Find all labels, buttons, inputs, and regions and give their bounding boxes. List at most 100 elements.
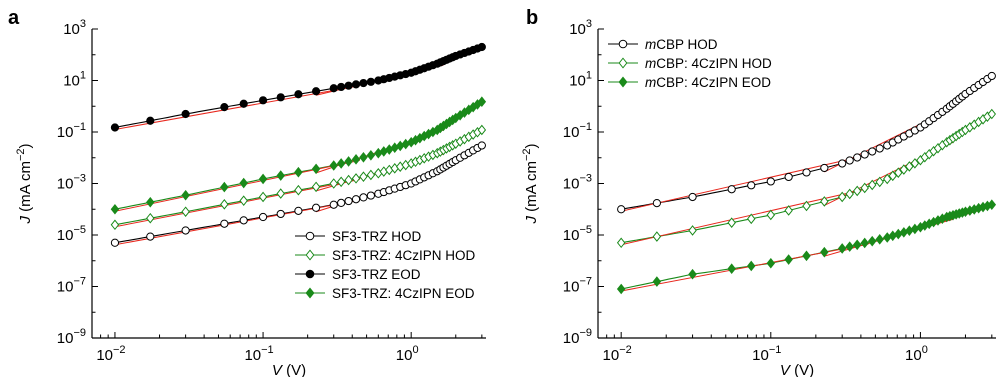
data-point bbox=[239, 99, 248, 108]
data-point bbox=[802, 250, 811, 262]
legend-label: mCBP HOD bbox=[645, 37, 718, 52]
x-axis-title: V (V) bbox=[272, 362, 306, 377]
data-point bbox=[181, 189, 190, 201]
legend-label: mCBP: 4CzIPN EOD bbox=[645, 75, 771, 90]
data-point bbox=[366, 191, 375, 200]
x-tick-base: 10 bbox=[603, 347, 620, 364]
x-tick-label: 10−1 bbox=[244, 344, 273, 364]
series-0 bbox=[617, 71, 996, 214]
legend-label-rest: CBP: 4CzIPN EOD bbox=[656, 75, 771, 90]
y-tick-exp: 3 bbox=[80, 18, 86, 30]
data-point bbox=[329, 160, 338, 171]
data-point bbox=[359, 193, 368, 202]
data-point bbox=[860, 237, 869, 249]
data-point bbox=[882, 173, 892, 185]
x-tick-exp: 0 bbox=[412, 344, 418, 356]
y-tick-label: 10−9 bbox=[57, 327, 86, 347]
data-point bbox=[146, 196, 155, 208]
y-tick-label: 10−7 bbox=[563, 276, 592, 296]
x-tick-base: 10 bbox=[752, 347, 769, 364]
data-point bbox=[987, 108, 996, 120]
data-point bbox=[868, 147, 877, 156]
y-tick-base: 10 bbox=[57, 176, 74, 193]
data-point bbox=[860, 182, 869, 194]
data-point bbox=[366, 77, 375, 86]
data-point bbox=[766, 257, 776, 269]
legend-item: SF3-TRZ: 4CzIPN EOD bbox=[295, 286, 475, 301]
data-point bbox=[239, 177, 248, 189]
legend-marker bbox=[305, 269, 315, 279]
series-3 bbox=[110, 96, 487, 215]
y-tick-label: 103 bbox=[63, 18, 86, 38]
data-point bbox=[311, 181, 321, 193]
data-point bbox=[276, 170, 285, 181]
data-point bbox=[477, 96, 487, 108]
data-point bbox=[311, 87, 321, 96]
data-point bbox=[351, 154, 361, 165]
x-tick-exp: −2 bbox=[619, 344, 632, 356]
legend-item: mCBP HOD bbox=[608, 37, 718, 52]
legend-marker bbox=[618, 39, 628, 49]
data-point bbox=[784, 205, 793, 216]
data-point bbox=[875, 176, 884, 188]
data-point bbox=[910, 158, 920, 169]
data-point bbox=[344, 196, 353, 206]
data-point bbox=[688, 192, 697, 202]
data-point bbox=[294, 166, 303, 178]
y-tick-base: 10 bbox=[563, 279, 580, 296]
data-point bbox=[688, 225, 697, 236]
y-tick-base: 10 bbox=[563, 330, 580, 347]
data-point bbox=[867, 235, 877, 247]
y-axis-unit: (mA cm bbox=[17, 161, 34, 216]
y-tick-label: 10−3 bbox=[563, 173, 592, 193]
x-tick-exp: −2 bbox=[113, 344, 126, 356]
data-point bbox=[766, 209, 776, 221]
y-tick-base: 10 bbox=[563, 176, 580, 193]
fit-line bbox=[621, 154, 869, 212]
y-tick-base: 10 bbox=[63, 21, 80, 38]
x-axis-var: V bbox=[272, 362, 284, 377]
data-point bbox=[875, 234, 884, 245]
x-axis-unit: (V) bbox=[282, 362, 306, 377]
y-tick-base: 10 bbox=[57, 279, 74, 296]
data-point bbox=[477, 124, 487, 136]
data-point bbox=[329, 84, 338, 93]
data-point bbox=[766, 177, 775, 186]
data-point bbox=[652, 199, 661, 208]
y-tick-exp: −5 bbox=[579, 224, 592, 236]
data-point bbox=[852, 185, 862, 197]
data-point bbox=[294, 184, 303, 196]
y-tick-label: 10−3 bbox=[57, 173, 86, 193]
data-point bbox=[820, 163, 829, 173]
data-point bbox=[820, 196, 829, 207]
data-point bbox=[845, 188, 854, 200]
data-point bbox=[344, 174, 353, 186]
x-axis-var: V bbox=[780, 362, 792, 377]
data-point bbox=[802, 168, 811, 177]
legend-marker bbox=[305, 287, 315, 299]
y-tick-base: 10 bbox=[569, 21, 586, 38]
data-point bbox=[344, 156, 353, 167]
data-point bbox=[875, 144, 884, 153]
y-tick-base: 10 bbox=[57, 330, 74, 347]
data-point bbox=[351, 80, 361, 89]
y-tick-label: 10−7 bbox=[57, 276, 86, 296]
data-point bbox=[110, 203, 120, 215]
data-point bbox=[366, 149, 376, 161]
data-point bbox=[477, 42, 486, 52]
series-0 bbox=[110, 141, 486, 247]
data-point bbox=[853, 153, 862, 162]
y-tick-exp: −5 bbox=[73, 224, 86, 236]
legend-marker bbox=[305, 249, 315, 261]
y-tick-base: 10 bbox=[563, 124, 580, 141]
x-tick-exp: −1 bbox=[769, 344, 782, 356]
data-point bbox=[359, 78, 368, 88]
data-point bbox=[852, 239, 862, 251]
data-point bbox=[337, 82, 346, 92]
y-tick-exp: −9 bbox=[579, 327, 592, 339]
data-point bbox=[845, 241, 854, 252]
legend-label: mCBP: 4CzIPN HOD bbox=[645, 56, 772, 71]
